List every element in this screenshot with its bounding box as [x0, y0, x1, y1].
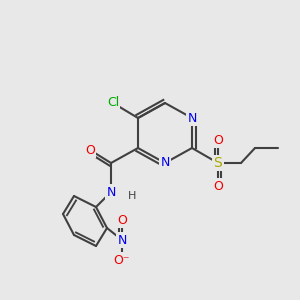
Text: H: H: [128, 191, 136, 201]
Text: N: N: [117, 233, 127, 247]
Text: O: O: [85, 143, 95, 157]
Text: Cl: Cl: [107, 97, 119, 110]
Text: S: S: [214, 156, 222, 170]
Text: O⁻: O⁻: [114, 254, 130, 266]
Text: N: N: [187, 112, 197, 124]
Text: O: O: [213, 179, 223, 193]
Text: O: O: [213, 134, 223, 146]
Text: N: N: [106, 185, 116, 199]
Text: N: N: [160, 157, 170, 169]
Text: O: O: [117, 214, 127, 226]
